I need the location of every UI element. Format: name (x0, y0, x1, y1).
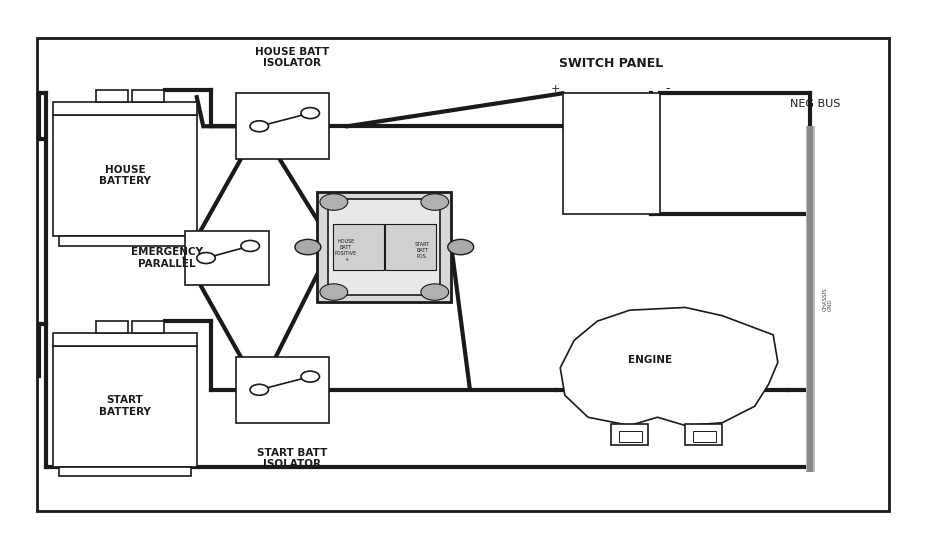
Bar (333, 224, 384, 270)
Circle shape (301, 108, 319, 119)
Bar (59, 236, 191, 246)
Text: HOUSE
BATT
POSITIVE
+: HOUSE BATT POSITIVE + (335, 239, 357, 261)
Bar (236, 357, 329, 423)
Text: HOUSE
BATTERY: HOUSE BATTERY (99, 165, 151, 187)
Bar (54, 102, 197, 115)
Bar (132, 90, 164, 102)
Text: HOUSE BATT
ISOLATOR: HOUSE BATT ISOLATOR (255, 47, 329, 69)
Text: SWITCH PANEL: SWITCH PANEL (559, 57, 663, 70)
Bar (806, 126, 815, 472)
Circle shape (294, 239, 320, 255)
Circle shape (320, 284, 348, 300)
Bar (54, 115, 197, 236)
Circle shape (241, 240, 259, 251)
Text: CHASSIS
GND: CHASSIS GND (822, 287, 833, 311)
Bar (96, 321, 128, 333)
Bar (384, 224, 436, 270)
Text: NEG BUS: NEG BUS (790, 99, 840, 109)
Text: ENGINE: ENGINE (628, 355, 672, 365)
Bar (611, 424, 648, 445)
Text: START
BATT
POS.: START BATT POS. (415, 242, 430, 259)
Text: -: - (665, 82, 669, 96)
Polygon shape (560, 307, 778, 425)
Bar (685, 424, 722, 445)
Bar (693, 431, 716, 442)
Text: START
BATTERY: START BATTERY (99, 395, 151, 417)
Bar (619, 431, 642, 442)
Circle shape (301, 371, 319, 382)
Circle shape (250, 121, 269, 132)
Circle shape (420, 284, 448, 300)
Bar (329, 199, 441, 295)
Bar (236, 93, 329, 159)
Text: EMERGENCY
PARALLEL: EMERGENCY PARALLEL (131, 247, 203, 269)
Circle shape (420, 194, 448, 210)
Bar (132, 321, 164, 333)
Bar (185, 231, 269, 285)
Bar (563, 93, 660, 214)
Bar (96, 90, 128, 102)
Bar (807, 126, 813, 472)
Bar (59, 467, 191, 477)
Bar (317, 192, 452, 302)
Bar (54, 346, 197, 467)
Circle shape (320, 194, 348, 210)
Text: +: + (550, 84, 560, 94)
Text: START BATT
ISOLATOR: START BATT ISOLATOR (257, 447, 327, 469)
Bar (37, 38, 889, 511)
Circle shape (197, 253, 215, 264)
Circle shape (448, 239, 474, 255)
Bar (54, 333, 197, 346)
Circle shape (250, 384, 269, 395)
